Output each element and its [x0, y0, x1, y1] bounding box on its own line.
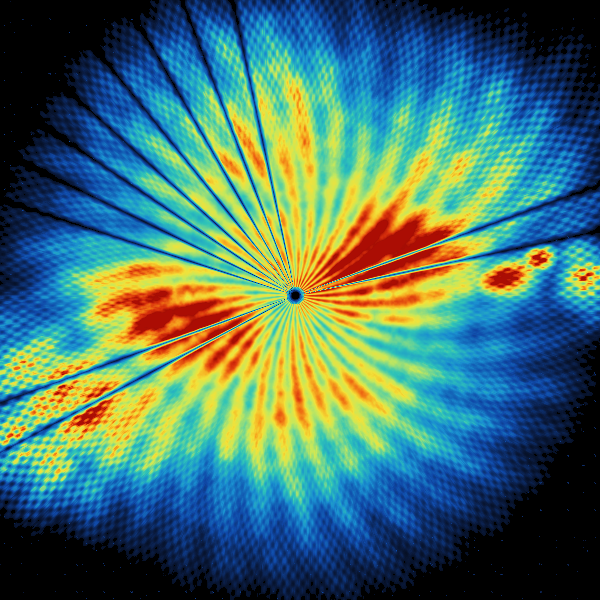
radar-display — [0, 0, 600, 600]
radar-reflectivity-heatmap — [0, 0, 600, 600]
